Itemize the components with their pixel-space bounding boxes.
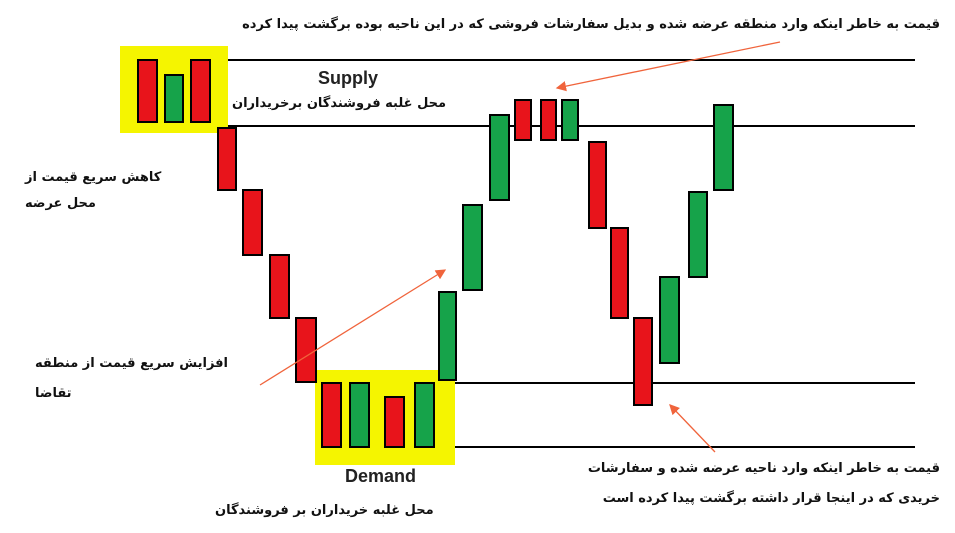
candle (659, 276, 680, 364)
candle (295, 317, 317, 383)
candle (713, 104, 734, 191)
demand-label: Demand (345, 466, 417, 486)
demand-caption: محل غلبه خریداران بر فروشندگان (215, 503, 434, 518)
arrow (555, 41, 781, 92)
arrows (259, 41, 781, 453)
drop-note: کاهش سریع قیمت از (25, 170, 162, 185)
top-note: قیمت به خاطر اینکه وارد منطقه عرضه شده و… (242, 17, 940, 32)
arrow (669, 404, 716, 453)
candle (384, 396, 405, 448)
supply-caption: محل غلبه فروشندگان برخریداران (232, 96, 447, 111)
candle (242, 189, 263, 256)
drop-note: محل عرضه (25, 196, 96, 211)
candle (610, 227, 629, 319)
candle (633, 317, 653, 406)
zone-lines (212, 59, 915, 448)
candle (588, 141, 607, 229)
candle (688, 191, 708, 278)
arrow (259, 269, 447, 386)
candle (514, 99, 532, 141)
bounce-note: خریدی که در اینجا قرار داشته برگشت پیدا … (602, 491, 940, 506)
candle (540, 99, 557, 141)
candle (321, 382, 342, 448)
rise-note: افزایش سریع قیمت از منطقه (35, 356, 229, 371)
candle (349, 382, 370, 448)
candle (164, 74, 184, 123)
candle (137, 59, 158, 123)
candle (489, 114, 510, 201)
candle (561, 99, 579, 141)
candle (438, 291, 457, 381)
candle (269, 254, 290, 319)
candle (190, 59, 211, 123)
candle (414, 382, 435, 448)
bounce-note: قیمت به خاطر اینکه وارد ناحیه عرضه شده و… (587, 461, 940, 476)
candles (137, 59, 734, 448)
candle (217, 127, 237, 191)
candle (462, 204, 483, 291)
supply-label: Supply (318, 68, 379, 88)
rise-note: تقاضا (35, 386, 72, 401)
